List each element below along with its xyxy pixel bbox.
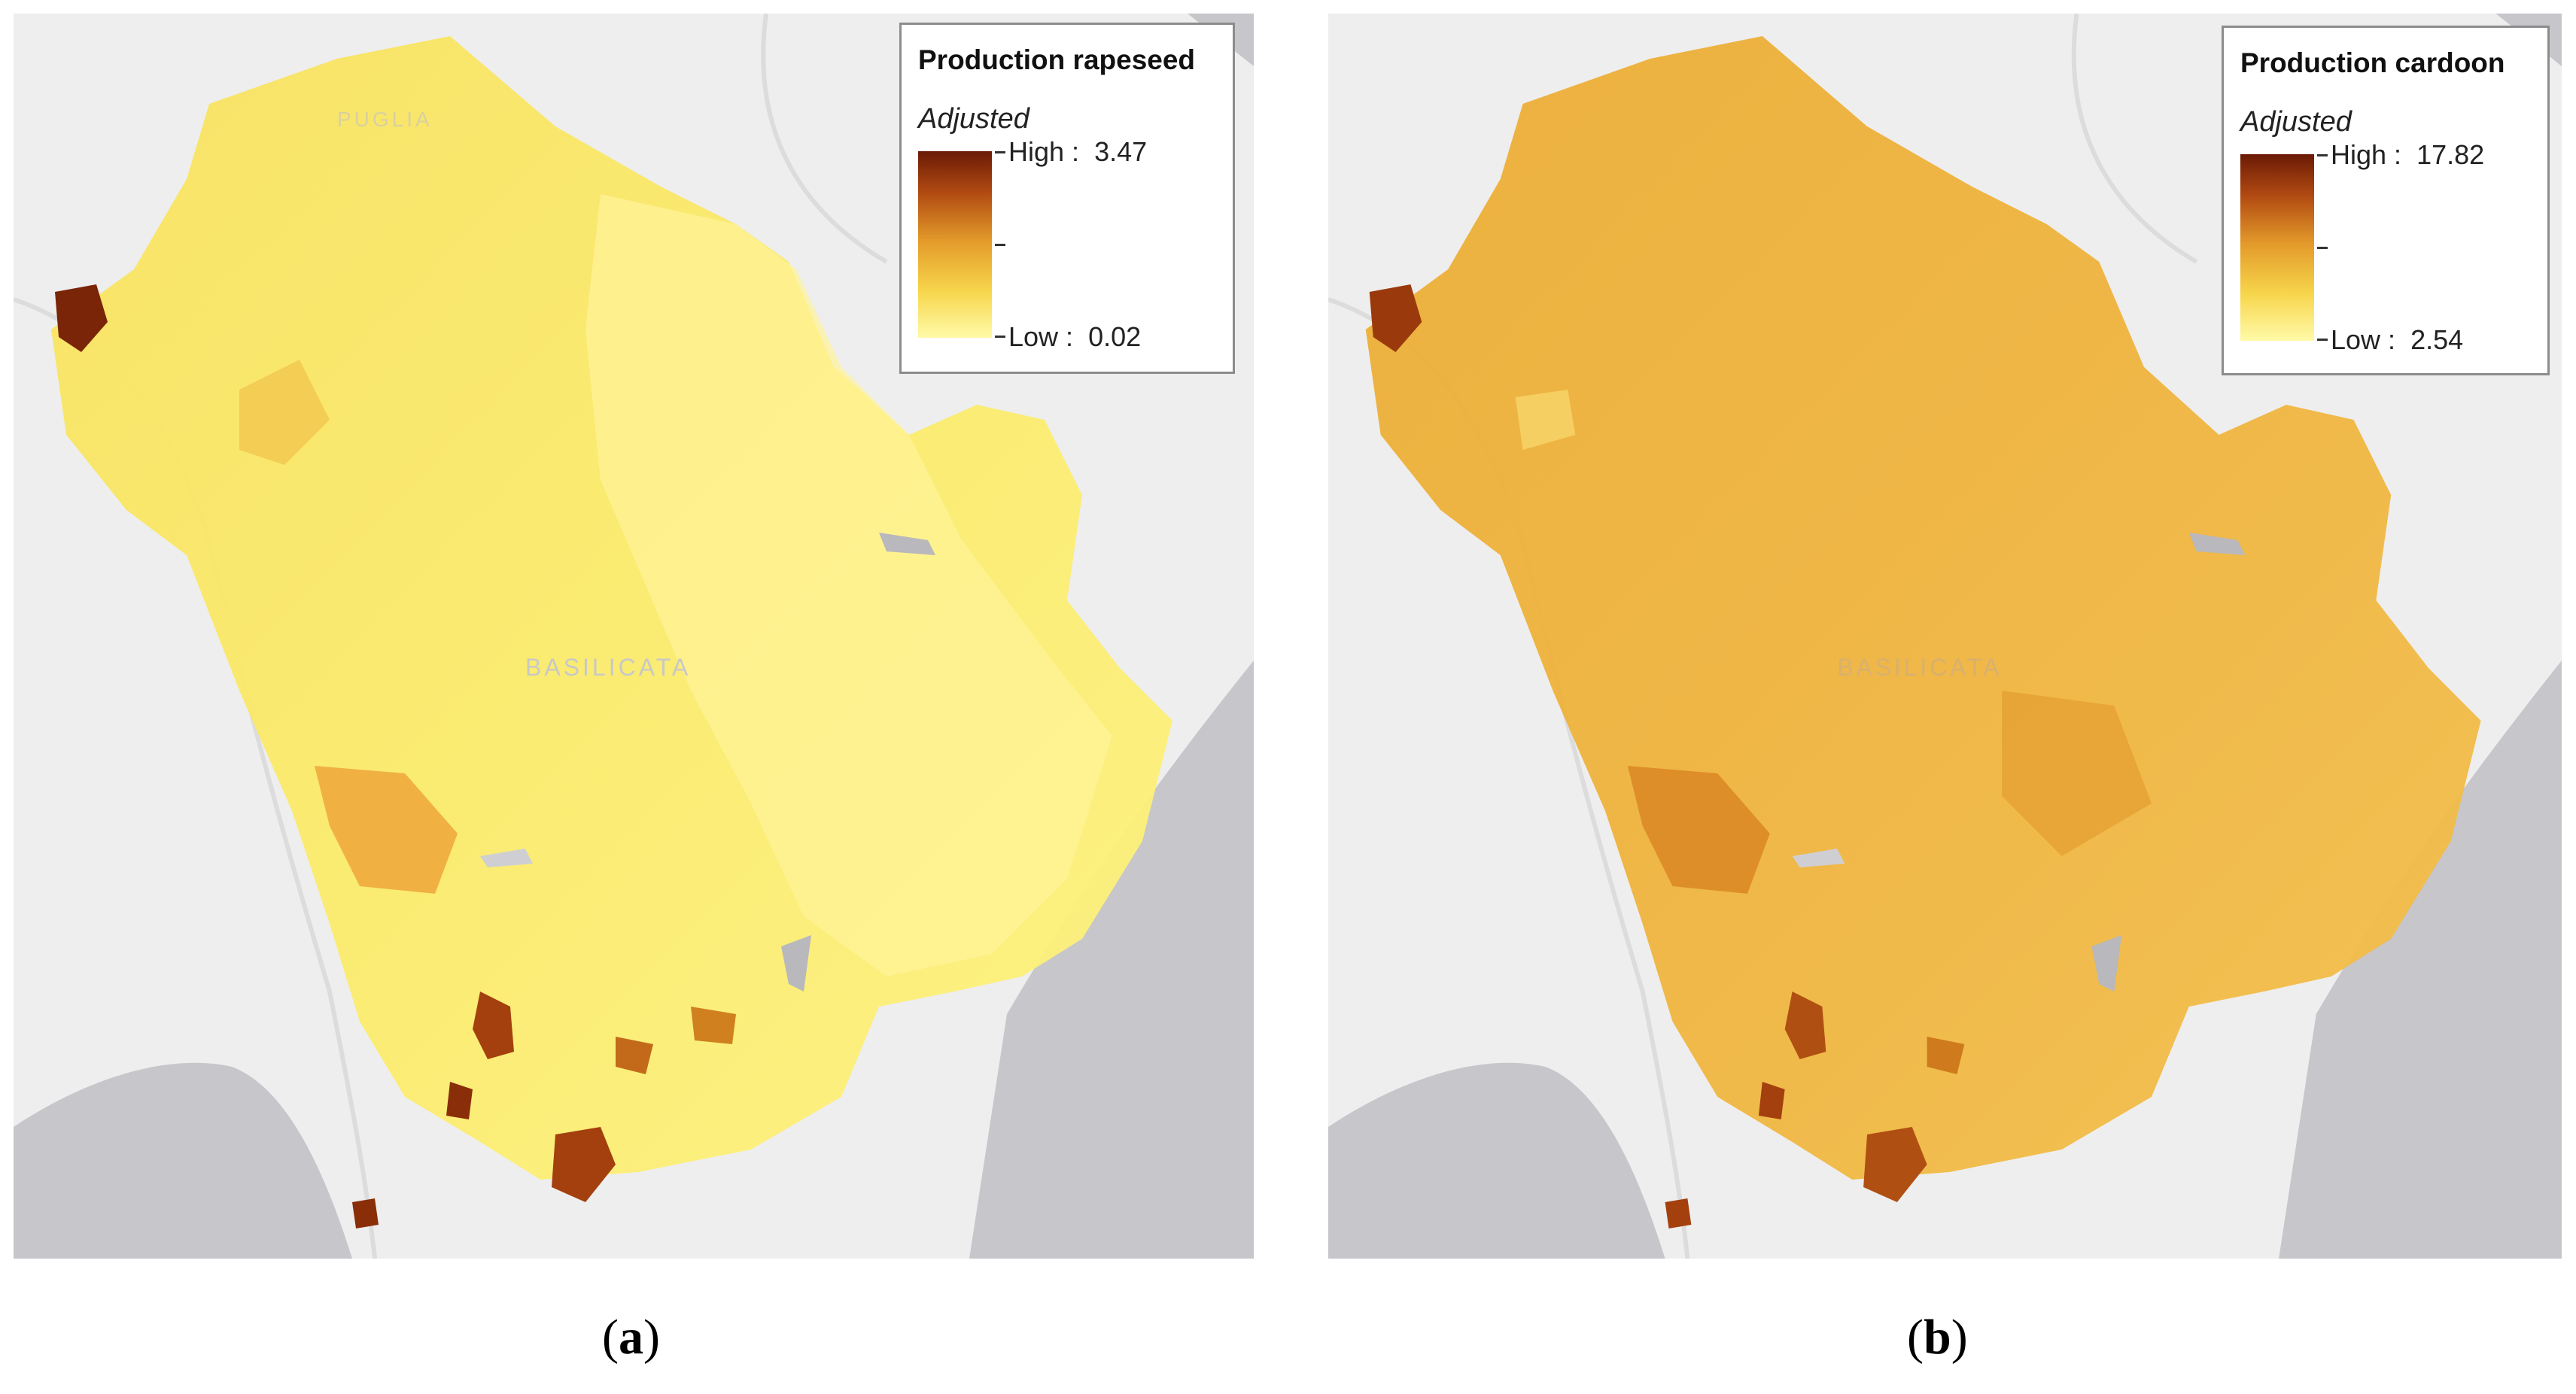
map-legend: Production cardoon Adjusted High : 17.82… <box>2222 26 2550 375</box>
high-production-patch <box>1369 284 1422 352</box>
sea-right <box>969 661 1254 1259</box>
region-label: BASILICATA <box>525 654 691 681</box>
map-legend: Production rapeseed Adjusted High : 3.47… <box>899 23 1235 374</box>
sea-left <box>14 1062 352 1259</box>
caption-close: ) <box>643 1310 660 1365</box>
caption-open: ( <box>1907 1310 1924 1365</box>
legend-high-row: High : 17.82 <box>2331 139 2484 171</box>
legend-high-label: High : <box>1008 136 1080 167</box>
legend-low-row: Low : 0.02 <box>1008 321 1141 353</box>
legend-tick <box>995 336 1005 338</box>
map-panel-rapeseed: BASILICATA PUGLIA Production rapeseed Ad… <box>14 14 1254 1259</box>
sea-left <box>1328 1062 1665 1259</box>
lake <box>2188 533 2246 555</box>
caption-letter: a <box>618 1310 643 1365</box>
mid-production-patch <box>315 766 458 894</box>
legend-low-label: Low : <box>2331 324 2396 355</box>
lake <box>1792 849 1845 867</box>
lake <box>480 849 533 867</box>
legend-title: Production cardoon <box>2240 47 2505 78</box>
legend-low-value: 2.54 <box>2410 324 2464 355</box>
legend-subtitle: Adjusted <box>2240 106 2352 138</box>
legend-tick <box>2317 247 2328 249</box>
low-production-patch <box>1515 390 1576 450</box>
high-production-patch <box>352 1198 379 1228</box>
color-ramp <box>2240 154 2314 341</box>
high-production-patch <box>616 1037 653 1074</box>
boundary-line <box>2071 14 2198 264</box>
high-production-patch <box>691 1007 736 1044</box>
caption-letter: b <box>1923 1310 1951 1365</box>
color-ramp <box>918 151 992 338</box>
high-production-patch <box>552 1127 616 1202</box>
legend-high-value: 17.82 <box>2416 139 2485 170</box>
high-production-patch <box>473 992 514 1059</box>
boundary-line <box>761 14 888 264</box>
legend-high-value: 3.47 <box>1094 136 1148 167</box>
legend-tick <box>2317 154 2328 156</box>
mid-production-patch <box>239 360 330 465</box>
caption-b: (b) <box>1907 1309 1968 1366</box>
legend-title: Production rapeseed <box>918 44 1196 75</box>
high-production-patch <box>1927 1037 1965 1074</box>
lake <box>2091 935 2122 992</box>
legend-subtitle: Adjusted <box>918 103 1029 135</box>
legend-tick <box>995 151 1005 153</box>
legend-high-row: High : 3.47 <box>1008 136 1147 168</box>
mid-production-patch <box>2002 691 2152 856</box>
caption-open: ( <box>602 1310 619 1365</box>
region-label: BASILICATA <box>1837 654 2002 681</box>
legend-high-label: High : <box>2331 139 2402 170</box>
caption-a: (a) <box>602 1309 660 1366</box>
legend-low-label: Low : <box>1008 321 1074 352</box>
low-production-patch <box>585 194 1112 976</box>
caption-close: ) <box>1951 1310 1968 1365</box>
sea-right <box>2279 661 2562 1259</box>
legend-tick <box>2317 339 2328 341</box>
legend-low-value: 0.02 <box>1088 321 1142 352</box>
high-production-patch <box>55 284 108 352</box>
high-production-patch <box>1863 1127 1927 1202</box>
mid-production-patch <box>1627 766 1770 894</box>
high-production-patch <box>1758 1082 1785 1119</box>
high-production-patch <box>1784 992 1826 1059</box>
region-label-top: PUGLIA <box>337 108 433 131</box>
region-basilicata <box>1365 36 2481 1180</box>
high-production-patch <box>446 1082 473 1119</box>
high-production-patch <box>1665 1198 1692 1228</box>
legend-tick <box>995 244 1005 246</box>
lake <box>781 935 811 992</box>
lake <box>879 533 935 555</box>
map-panel-cardoon: BASILICATA Production cardoon Adjusted H… <box>1328 14 2562 1259</box>
legend-low-row: Low : 2.54 <box>2331 324 2463 356</box>
